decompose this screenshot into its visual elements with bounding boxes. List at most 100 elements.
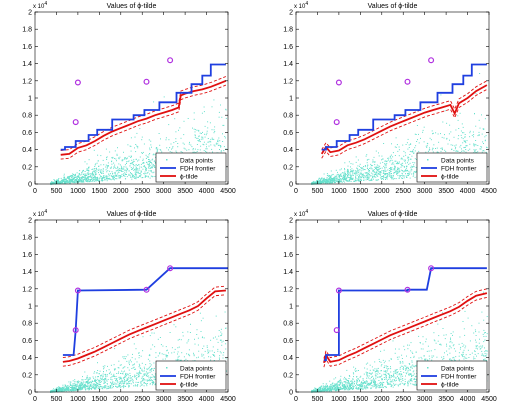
data-point <box>456 150 457 152</box>
data-point <box>368 178 370 179</box>
data-point <box>111 160 113 162</box>
data-point <box>346 369 348 371</box>
data-point <box>361 174 363 175</box>
legend-label: FDH frontier <box>180 373 216 380</box>
data-point <box>188 354 190 356</box>
data-point <box>82 376 83 378</box>
data-point <box>128 174 130 176</box>
data-point <box>199 149 201 151</box>
data-point <box>371 179 373 181</box>
data-point <box>89 180 91 181</box>
data-point <box>482 345 484 347</box>
data-point <box>464 146 466 148</box>
data-point <box>99 386 101 388</box>
data-point <box>350 178 352 180</box>
data-point <box>197 149 199 151</box>
data-point <box>89 379 91 380</box>
data-point <box>87 380 89 382</box>
data-point <box>162 358 164 360</box>
data-point <box>207 349 209 351</box>
data-point <box>159 353 161 355</box>
data-point <box>484 118 486 120</box>
data-point <box>110 175 112 177</box>
data-point <box>319 180 321 182</box>
data-point <box>95 171 97 173</box>
data-point <box>323 180 325 182</box>
data-point <box>122 371 124 373</box>
data-point <box>358 170 360 172</box>
data-point <box>138 164 140 165</box>
data-point <box>149 160 151 162</box>
data-point <box>219 351 221 353</box>
data-point <box>134 168 135 170</box>
data-point <box>177 347 179 349</box>
data-point <box>151 377 153 378</box>
data-point <box>317 180 318 181</box>
data-point <box>145 169 147 171</box>
data-point <box>137 176 139 178</box>
data-point <box>464 136 466 138</box>
y-tick-label: 0.4 <box>22 147 32 154</box>
data-point <box>161 353 163 355</box>
chart-title: Values of ϕ-tilde <box>107 211 157 218</box>
data-point <box>60 182 61 184</box>
data-point <box>86 163 88 165</box>
data-point <box>343 178 345 180</box>
data-point <box>353 169 355 171</box>
data-point <box>198 136 200 138</box>
data-point <box>359 163 361 165</box>
data-point <box>221 344 223 346</box>
data-point <box>332 178 333 180</box>
data-point <box>207 138 209 139</box>
data-point <box>94 176 96 178</box>
data-point <box>169 147 171 149</box>
data-point <box>63 181 65 182</box>
data-point <box>154 167 156 168</box>
data-point <box>347 169 349 171</box>
data-point <box>210 356 212 358</box>
data-point <box>65 179 67 180</box>
data-point <box>133 161 135 162</box>
data-point <box>77 384 78 386</box>
data-point <box>344 177 346 179</box>
data-point <box>120 383 122 385</box>
data-point <box>407 162 408 164</box>
data-point <box>389 155 391 157</box>
data-point <box>136 361 138 363</box>
data-point <box>376 175 378 177</box>
fdh-frontier-line <box>60 63 226 151</box>
data-point <box>163 353 165 355</box>
data-point <box>411 375 413 377</box>
y-multiplier-label: x 104 <box>33 1 47 10</box>
data-point <box>124 375 126 377</box>
data-point <box>57 180 59 182</box>
data-point <box>401 172 403 174</box>
data-point <box>215 142 217 144</box>
data-point <box>367 178 368 180</box>
data-point <box>89 179 91 180</box>
data-point <box>108 387 110 389</box>
data-point <box>397 150 399 152</box>
data-point <box>390 176 392 178</box>
data-point <box>382 175 384 177</box>
data-point <box>208 145 210 147</box>
data-point <box>118 157 120 159</box>
data-point <box>63 175 65 177</box>
data-point <box>469 130 471 132</box>
data-point <box>60 182 62 183</box>
data-point <box>413 166 415 168</box>
data-point <box>103 380 105 382</box>
data-point <box>357 165 359 167</box>
data-point <box>132 175 134 177</box>
data-point <box>82 388 84 390</box>
data-point <box>374 173 376 175</box>
data-point <box>66 390 68 392</box>
data-point <box>90 387 92 389</box>
data-point <box>319 182 321 184</box>
data-point <box>101 178 103 179</box>
data-point <box>388 174 390 176</box>
data-point <box>485 350 487 352</box>
data-point <box>349 388 351 390</box>
data-point <box>90 174 91 176</box>
data-point <box>62 388 64 390</box>
